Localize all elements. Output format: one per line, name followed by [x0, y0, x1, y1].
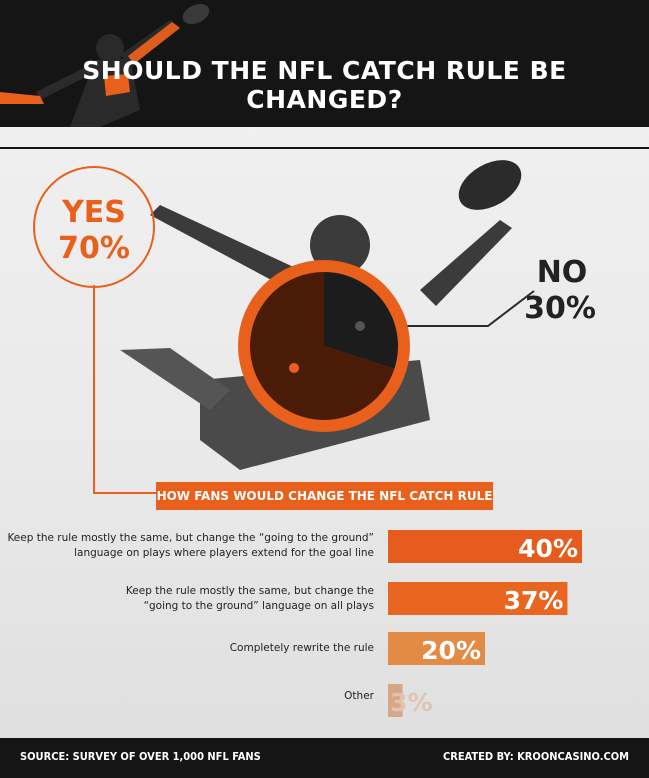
bar-value-label: 40%: [518, 534, 578, 563]
bar-category-label: Keep the rule mostly the same, but chang…: [0, 584, 374, 614]
pie-label-yes: YES: [61, 195, 126, 230]
bar-value-label: 3%: [390, 688, 432, 717]
bar: [388, 530, 582, 563]
bar: [388, 684, 403, 717]
bar-category-label-line: Keep the rule mostly the same, but chang…: [125, 585, 374, 597]
pie-value-no: 30%: [524, 291, 596, 326]
pie-slice-yes: [250, 272, 395, 420]
header-divider: [0, 147, 649, 149]
bar-category-label-line: Other: [344, 690, 374, 702]
pie-chart: [238, 260, 410, 432]
footer-credit: CREATED BY: KROONCASINO.COM: [442, 750, 629, 763]
bar: [388, 582, 568, 615]
bar: [388, 632, 485, 665]
pie-value-yes: 70%: [58, 231, 130, 266]
bar-category-label-line: Keep the rule mostly the same, but chang…: [7, 532, 374, 544]
yes-pointer-dot: [289, 363, 299, 373]
bar-chart-title: HOW FANS WOULD CHANGE THE NFL CATCH RULE: [156, 482, 493, 510]
bar-category-label: Other: [0, 689, 374, 704]
football-icon: [458, 160, 522, 210]
bar-category-label-line: “going to the ground” language on all pl…: [143, 600, 374, 612]
no-pointer-dot: [355, 321, 365, 331]
page-title: SHOULD THE NFL CATCH RULE BE CHANGED?: [82, 56, 567, 114]
bar-category-label: Completely rewrite the rule: [0, 641, 374, 656]
bar-value-label: 20%: [421, 636, 481, 665]
bar-value-label: 37%: [504, 586, 564, 615]
bar-chart: 40% 37% 20% 3%: [388, 530, 582, 717]
header-banner: SHOULD THE NFL CATCH RULE BE CHANGED?: [0, 0, 649, 127]
yes-leader-line: [93, 285, 156, 494]
pie-slice-no: [324, 272, 398, 369]
header-player-silhouette: [0, 3, 210, 127]
bar-category-label: Keep the rule mostly the same, but chang…: [0, 531, 374, 561]
pie-chart-area: YES 70% NO 30% 40% 37% 20% 3%: [33, 160, 596, 717]
bar-category-label-line: Completely rewrite the rule: [229, 642, 374, 654]
pie-label-no: NO: [537, 255, 588, 290]
bar-category-label-line: language on plays where players extend f…: [74, 547, 374, 559]
footer: SOURCE: SURVEY OF OVER 1,000 NFL FANS CR…: [0, 738, 649, 778]
yes-callout-circle: [33, 166, 155, 288]
footer-source: SOURCE: SURVEY OF OVER 1,000 NFL FANS: [20, 750, 261, 763]
